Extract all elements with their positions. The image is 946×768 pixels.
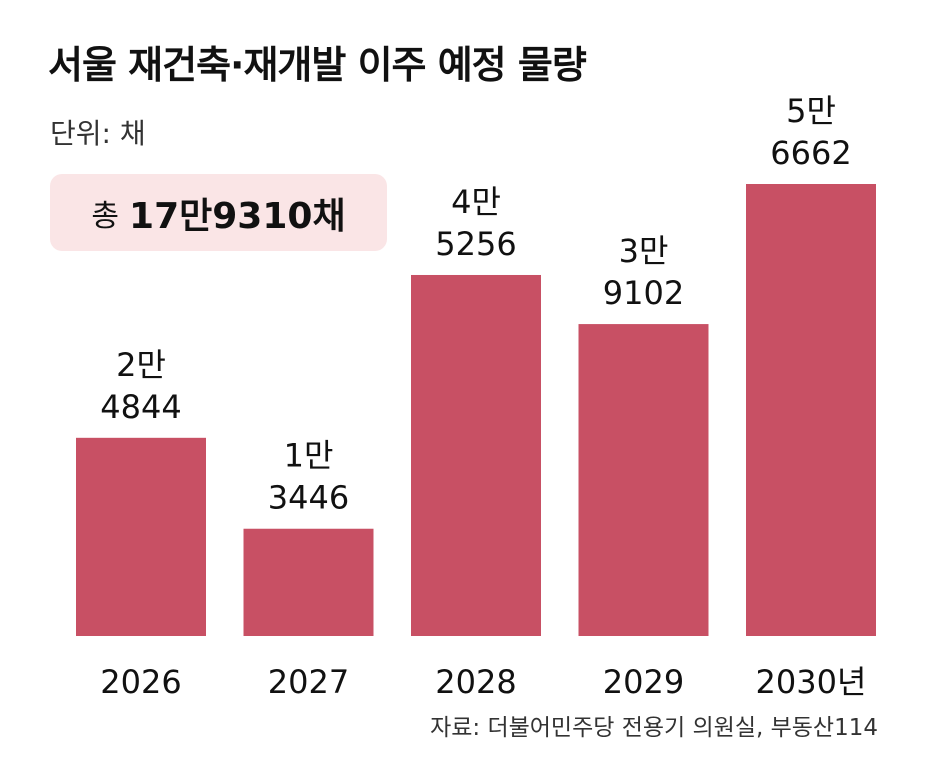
bar-value-label: 5256: [435, 225, 516, 263]
bar-value-label: 3만: [619, 232, 669, 270]
source-note: 자료: 더불어민주당 전용기 의원실, 부동산114: [430, 715, 878, 741]
bar-value-label: 4844: [100, 388, 181, 426]
bar-value-label: 9102: [603, 274, 684, 312]
bar-2028: [411, 274, 541, 636]
chart-title: 서울 재건축·재개발 이주 예정 물량: [48, 43, 587, 87]
x-tick-label: 2029: [603, 663, 684, 701]
bar-2029: [578, 324, 709, 636]
x-tick-label: 2030년: [756, 663, 867, 701]
bar-2027: [243, 528, 374, 636]
unit-label: 단위: 채: [50, 117, 146, 150]
bar-value-label: 5만: [786, 92, 836, 130]
bar-2030년: [746, 184, 876, 636]
bar-value-label: 6662: [770, 134, 851, 172]
x-tick-label: 2028: [435, 663, 516, 701]
x-tick-label: 2026: [100, 663, 181, 701]
bar-2026: [76, 437, 206, 636]
total-badge: 총 17만9310채: [50, 174, 387, 251]
x-tick-label: 2027: [268, 663, 349, 701]
bar-value-label: 2만: [116, 346, 166, 384]
bar-value-label: 1만: [284, 437, 334, 475]
bar-value-label: 4만: [451, 183, 501, 221]
total-value: 17만9310채: [129, 195, 346, 237]
total-label: 총: [91, 198, 120, 234]
bar-value-label: 3446: [268, 479, 349, 517]
